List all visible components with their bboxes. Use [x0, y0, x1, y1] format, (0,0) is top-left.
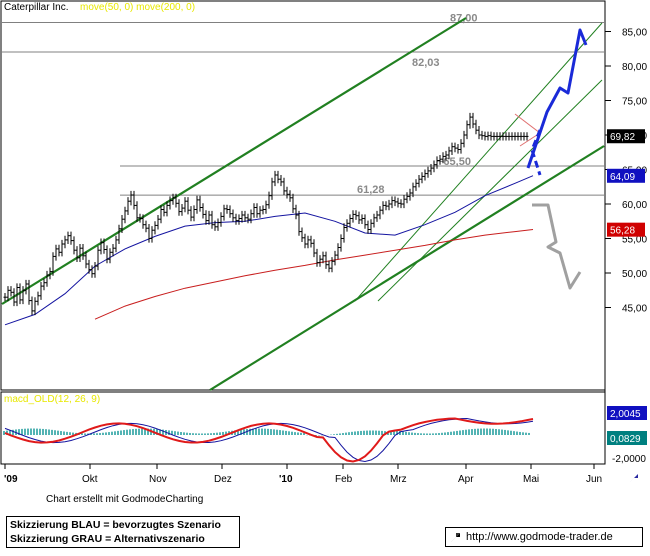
y-tick-label: 85,00: [622, 28, 647, 39]
x-tick-label: Feb: [335, 474, 353, 485]
y-tick-label: 75,00: [622, 97, 647, 108]
macd-histogram-badge-label: 0,0829: [610, 434, 641, 445]
channel-upper-line: [1, 17, 467, 305]
macd-bars: [3, 428, 530, 436]
value-badge-label: 64,09: [610, 172, 635, 183]
arrow-icon: [451, 532, 460, 542]
value-badge: [607, 168, 645, 183]
chart-credit: Chart erstellt mit GodmodeCharting: [46, 494, 204, 505]
scenario-legend: Skizzierung BLAU = bevorzugtes Szenario …: [6, 516, 240, 548]
source-url[interactable]: http://www.godmode-trader.de: [445, 527, 643, 547]
level-label: 82,03: [412, 57, 440, 69]
channel-lower-line: [209, 145, 605, 391]
indicator-label: move(50, 0) move(200, 0): [80, 2, 195, 13]
y-tick-label: 80,00: [622, 62, 647, 73]
ticker-title: Caterpillar Inc.: [4, 2, 68, 13]
gray-scenario-path: [532, 203, 582, 290]
x-tick-label: Mrz: [390, 474, 407, 485]
level-label: ~65,50: [437, 156, 471, 168]
x-tick-label: Okt: [82, 474, 98, 485]
x-tick-label: Apr: [458, 474, 474, 485]
macd-title: macd_OLD(12, 26, 9): [4, 394, 100, 405]
x-tick-label: Jun: [586, 474, 602, 485]
macd-badge-label: 2,0045: [610, 409, 641, 420]
y-tick-label: 60,00: [622, 200, 647, 211]
x-tick-label: Nov: [149, 474, 167, 485]
macd-axis-label: -2,0000: [612, 454, 646, 465]
macd-line: [4, 417, 534, 463]
macd-signal-line: [4, 417, 534, 463]
x-tick-label: '09: [4, 474, 18, 485]
value-badge-label: 56,28: [610, 226, 635, 237]
y-tick-label: 50,00: [622, 269, 647, 280]
value-badge: [607, 129, 645, 144]
scenario-gray: Skizzierung GRAU = Alternativszenario: [10, 533, 205, 545]
channel-inner-lower: [377, 79, 603, 302]
macd-badge: [607, 406, 647, 420]
x-tick-label: '10: [279, 474, 293, 485]
value-badge-label: 69,82: [610, 132, 635, 143]
scenario-blue: Skizzierung BLAU = bevorzugtes Szenario: [10, 519, 221, 531]
x-tick-label: Dez: [214, 474, 232, 485]
level-label: 61,28: [357, 184, 385, 196]
blue-scenario-path: [526, 28, 588, 169]
y-tick-label: 55,00: [622, 235, 647, 246]
corner-arrow-icon: [630, 474, 638, 482]
value-badge: [607, 222, 645, 237]
price-bars: [3, 112, 529, 316]
macd-histogram-badge: [607, 431, 647, 445]
source-url-text: http://www.godmode-trader.de: [466, 531, 613, 543]
blue-scenario-dashed: [530, 129, 542, 176]
channel-inner-upper: [354, 22, 603, 302]
y-tick-label: 45,00: [622, 304, 647, 315]
x-tick-label: Mai: [523, 474, 539, 485]
